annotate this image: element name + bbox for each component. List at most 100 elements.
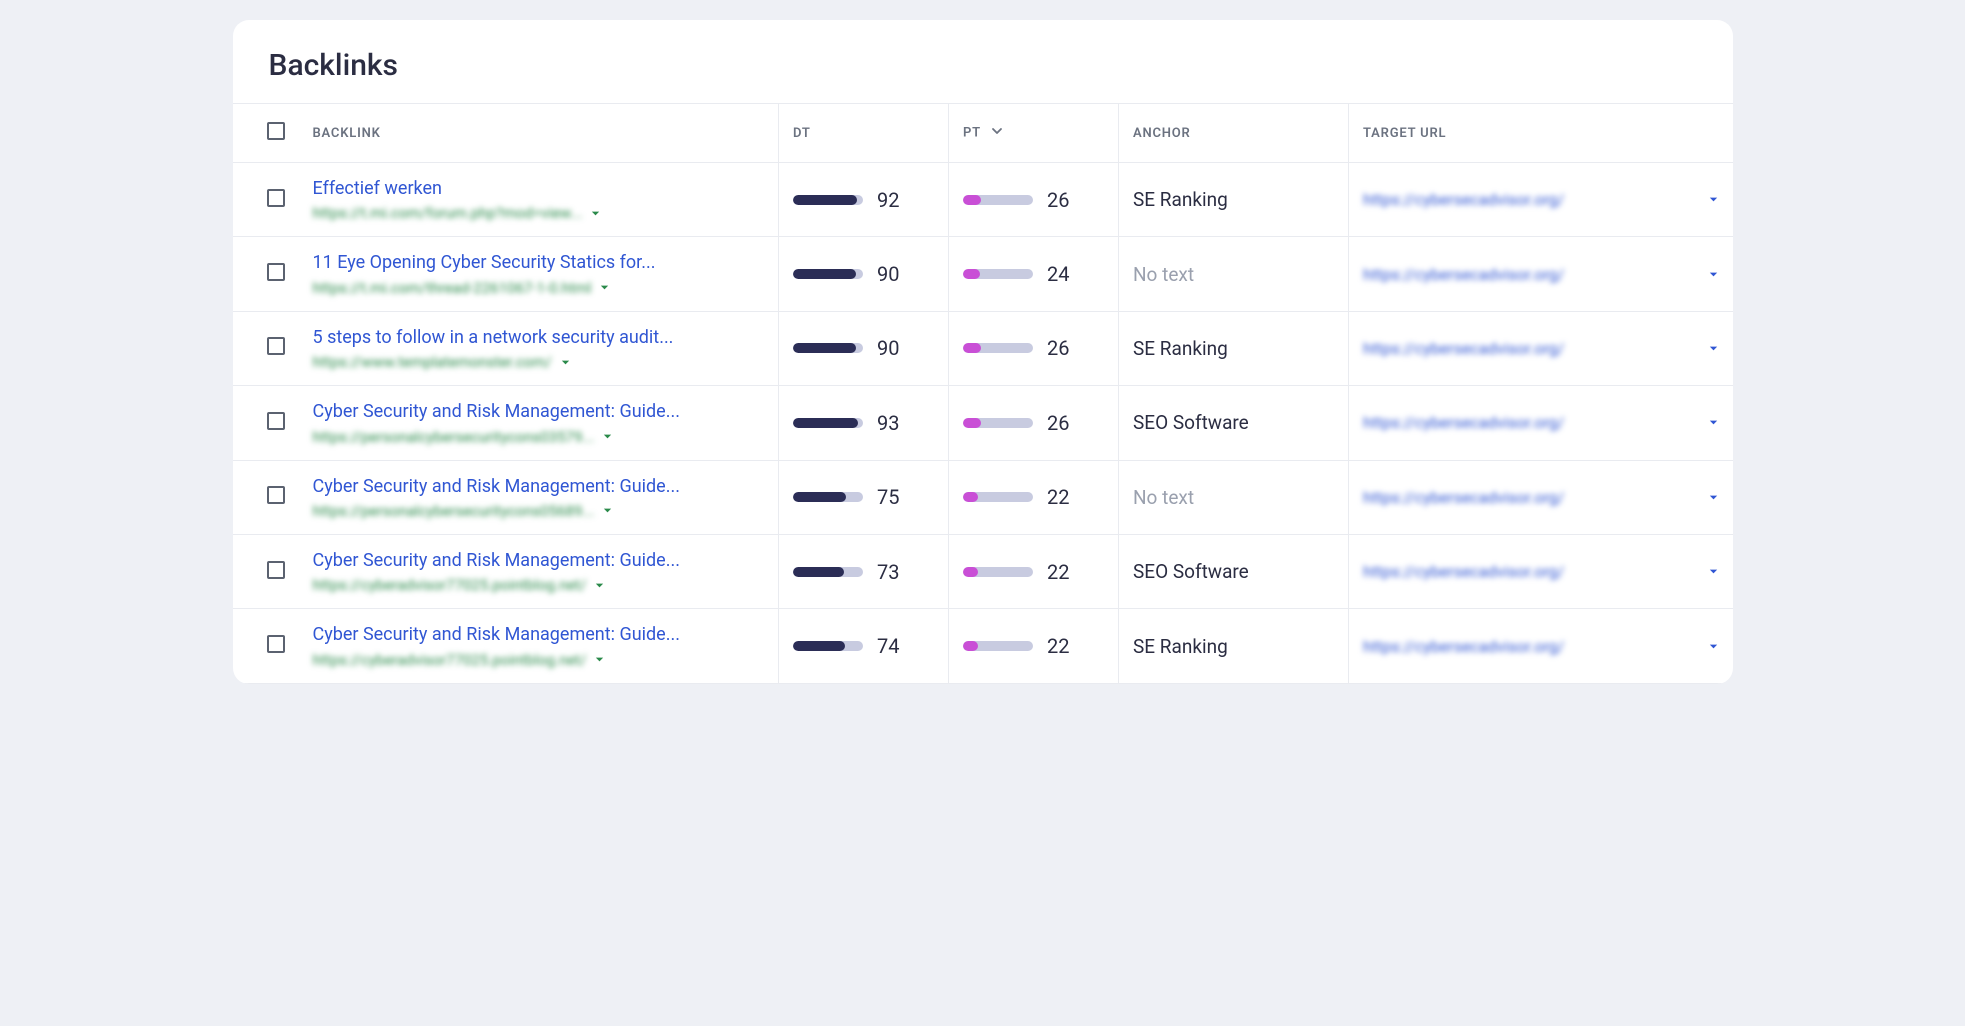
target-url[interactable]: https://cybersecadvisor.org/ — [1363, 562, 1564, 581]
anchor-text: SEO Software — [1133, 560, 1249, 583]
pt-metric: 26 — [963, 336, 1104, 360]
target-url[interactable]: https://cybersecadvisor.org/ — [1363, 265, 1564, 284]
pt-metric: 24 — [963, 262, 1104, 286]
pt-value: 26 — [1047, 411, 1069, 435]
row-checkbox[interactable] — [267, 412, 285, 430]
dt-metric: 73 — [793, 560, 934, 584]
anchor-text: SE Ranking — [1133, 188, 1228, 211]
anchor-text: No text — [1133, 486, 1194, 509]
row-checkbox[interactable] — [267, 337, 285, 355]
table-row: Cyber Security and Risk Management: Guid… — [233, 460, 1733, 534]
pt-value: 26 — [1047, 188, 1069, 212]
dt-bar — [793, 343, 863, 353]
row-checkbox[interactable] — [267, 263, 285, 281]
pt-bar — [963, 343, 1033, 353]
card-header: Backlinks — [233, 20, 1733, 103]
url-dropdown-icon[interactable] — [594, 580, 605, 591]
target-dropdown-icon[interactable] — [1708, 566, 1719, 577]
pt-value: 22 — [1047, 560, 1069, 584]
backlink-title[interactable]: Cyber Security and Risk Management: Guid… — [313, 623, 733, 646]
dt-bar — [793, 492, 863, 502]
anchor-text: No text — [1133, 263, 1194, 286]
table-row: Cyber Security and Risk Management: Guid… — [233, 534, 1733, 608]
target-dropdown-icon[interactable] — [1708, 492, 1719, 503]
chevron-down-icon — [991, 125, 1003, 141]
backlink-url[interactable]: https://www.templatemonster.com/ — [313, 353, 552, 371]
select-all-checkbox[interactable] — [267, 122, 285, 140]
backlink-title[interactable]: 5 steps to follow in a network security … — [313, 326, 733, 349]
dt-value: 93 — [877, 411, 899, 435]
target-dropdown-icon[interactable] — [1708, 641, 1719, 652]
dt-bar — [793, 641, 863, 651]
pt-metric: 22 — [963, 634, 1104, 658]
row-checkbox[interactable] — [267, 486, 285, 504]
backlink-title[interactable]: Cyber Security and Risk Management: Guid… — [313, 549, 733, 572]
pt-bar — [963, 567, 1033, 577]
backlink-url[interactable]: https://t.mi.com/forum.php?mod=view... — [313, 204, 583, 222]
dt-metric: 92 — [793, 188, 934, 212]
pt-value: 22 — [1047, 485, 1069, 509]
dt-value: 90 — [877, 262, 899, 286]
backlink-title[interactable]: Effectief werken — [313, 177, 733, 200]
pt-value: 22 — [1047, 634, 1069, 658]
url-dropdown-icon[interactable] — [560, 357, 571, 368]
table-header-row: BACKLINK DT PT ANCHOR TARGET URL — [233, 104, 1733, 163]
dt-metric: 93 — [793, 411, 934, 435]
pt-metric: 26 — [963, 188, 1104, 212]
pt-value: 24 — [1047, 262, 1069, 286]
table-row: Cyber Security and Risk Management: Guid… — [233, 609, 1733, 683]
backlink-title[interactable]: 11 Eye Opening Cyber Security Statics fo… — [313, 251, 733, 274]
target-dropdown-icon[interactable] — [1708, 194, 1719, 205]
dt-value: 90 — [877, 336, 899, 360]
url-dropdown-icon[interactable] — [602, 505, 613, 516]
pt-value: 26 — [1047, 336, 1069, 360]
url-dropdown-icon[interactable] — [602, 431, 613, 442]
row-checkbox[interactable] — [267, 561, 285, 579]
anchor-text: SEO Software — [1133, 411, 1249, 434]
backlink-url[interactable]: https://t.mi.com/thread-2261067-1-0.html — [313, 279, 592, 297]
column-backlink[interactable]: BACKLINK — [299, 104, 779, 163]
target-url[interactable]: https://cybersecadvisor.org/ — [1363, 413, 1564, 432]
target-url[interactable]: https://cybersecadvisor.org/ — [1363, 339, 1564, 358]
table-row: Cyber Security and Risk Management: Guid… — [233, 386, 1733, 460]
anchor-text: SE Ranking — [1133, 337, 1228, 360]
url-dropdown-icon[interactable] — [590, 208, 601, 219]
row-checkbox[interactable] — [267, 189, 285, 207]
pt-bar — [963, 492, 1033, 502]
table-row: 11 Eye Opening Cyber Security Statics fo… — [233, 237, 1733, 311]
target-dropdown-icon[interactable] — [1708, 417, 1719, 428]
target-dropdown-icon[interactable] — [1708, 343, 1719, 354]
target-url[interactable]: https://cybersecadvisor.org/ — [1363, 637, 1564, 656]
target-url[interactable]: https://cybersecadvisor.org/ — [1363, 488, 1564, 507]
column-pt-label: PT — [963, 125, 981, 140]
dt-metric: 90 — [793, 336, 934, 360]
dt-bar — [793, 195, 863, 205]
pt-metric: 22 — [963, 560, 1104, 584]
url-dropdown-icon[interactable] — [594, 654, 605, 665]
pt-metric: 26 — [963, 411, 1104, 435]
dt-bar — [793, 567, 863, 577]
row-checkbox[interactable] — [267, 635, 285, 653]
pt-bar — [963, 269, 1033, 279]
backlinks-table: BACKLINK DT PT ANCHOR TARGET URL Effecti… — [233, 103, 1733, 684]
dt-bar — [793, 269, 863, 279]
url-dropdown-icon[interactable] — [599, 282, 610, 293]
column-dt[interactable]: DT — [779, 104, 949, 163]
pt-bar — [963, 418, 1033, 428]
target-dropdown-icon[interactable] — [1708, 269, 1719, 280]
dt-value: 92 — [877, 188, 899, 212]
backlink-url[interactable]: https://personalcybersecuritycons05689..… — [313, 502, 595, 520]
dt-metric: 74 — [793, 634, 934, 658]
column-target[interactable]: TARGET URL — [1349, 104, 1733, 163]
backlink-title[interactable]: Cyber Security and Risk Management: Guid… — [313, 475, 733, 498]
column-anchor[interactable]: ANCHOR — [1119, 104, 1349, 163]
pt-metric: 22 — [963, 485, 1104, 509]
backlink-url[interactable]: https://cyberadvisor77025.pointblog.net/ — [313, 651, 587, 669]
backlink-url[interactable]: https://cyberadvisor77025.pointblog.net/ — [313, 576, 587, 594]
backlink-title[interactable]: Cyber Security and Risk Management: Guid… — [313, 400, 733, 423]
column-pt[interactable]: PT — [949, 104, 1119, 163]
dt-metric: 75 — [793, 485, 934, 509]
backlink-url[interactable]: https://personalcybersecuritycons03579..… — [313, 428, 595, 446]
target-url[interactable]: https://cybersecadvisor.org/ — [1363, 190, 1564, 209]
table-row: 5 steps to follow in a network security … — [233, 311, 1733, 385]
